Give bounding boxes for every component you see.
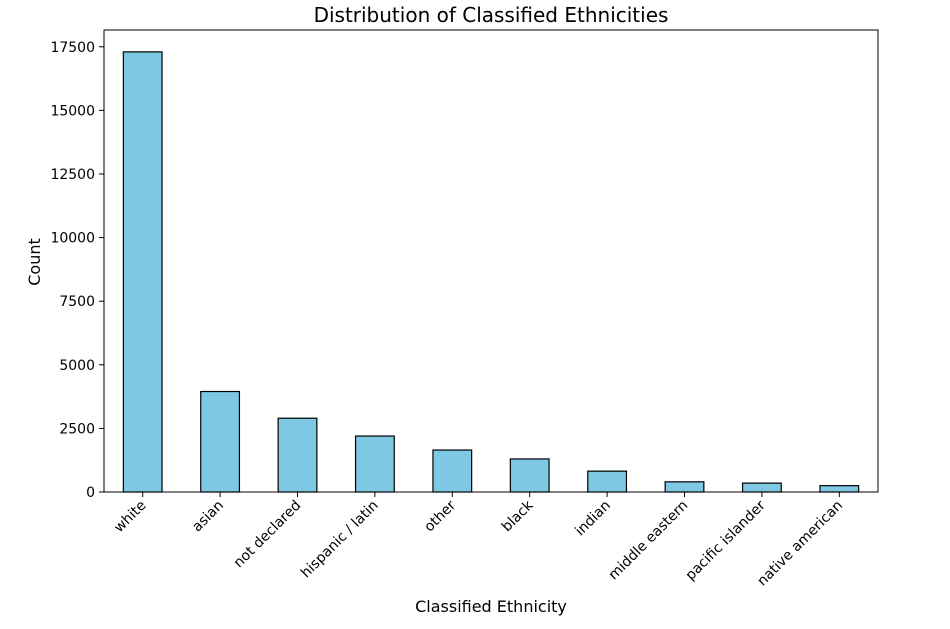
bar-native-american (819, 485, 860, 493)
x-tick-label: white (111, 498, 149, 536)
y-tick-label: 15000 (50, 103, 95, 119)
x-axis-label: Classified Ethnicity (415, 597, 567, 616)
bars-group (122, 51, 860, 493)
y-tick-label: 12500 (50, 167, 95, 183)
x-tick-label: other (421, 497, 459, 535)
bar-indian (587, 470, 628, 493)
x-tick-label: pacific islander (683, 497, 769, 583)
y-tick-label: 5000 (59, 358, 95, 374)
x-tick-label: indian (572, 498, 614, 540)
y-tick-label: 2500 (59, 421, 95, 437)
x-tick-label: black (499, 497, 537, 535)
bar-hispanic-latin (354, 435, 395, 493)
x-tick-label: asian (189, 498, 227, 536)
y-tick-label: 17500 (50, 40, 95, 56)
y-axis-label: Count (25, 238, 44, 286)
x-tick-label: middle eastern (606, 498, 692, 584)
y-tick-label: 0 (86, 485, 95, 501)
chart-title: Distribution of Classified Ethnicities (314, 3, 669, 27)
x-tick-label: not declared (231, 498, 305, 572)
bar-asian (200, 390, 241, 493)
bar-white (122, 51, 163, 493)
x-tick-label: hispanic / latin (298, 498, 382, 582)
x-tick-label: native american (754, 498, 846, 590)
bar-black (509, 458, 550, 493)
y-axis: 0 2500 5000 7500 10000 12500 15000 17500 (50, 40, 104, 501)
bar-other (432, 449, 473, 493)
bar-not-declared (277, 417, 318, 493)
y-tick-label: 10000 (50, 231, 95, 247)
plot-frame (103, 29, 879, 493)
bar-middle-eastern (664, 481, 705, 493)
bar-pacific-islander (741, 482, 782, 493)
y-tick-label: 7500 (59, 294, 95, 310)
